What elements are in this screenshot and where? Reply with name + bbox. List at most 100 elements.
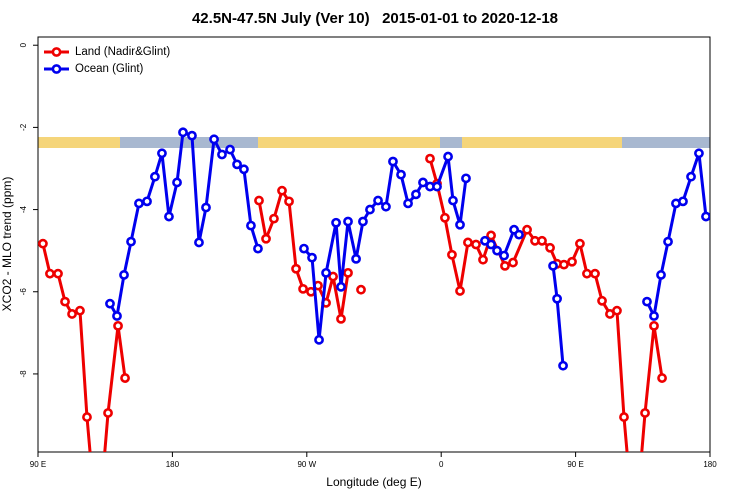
data-point — [537, 235, 547, 246]
legend-marker — [51, 64, 62, 74]
data-point — [253, 243, 263, 254]
data-point — [239, 164, 249, 175]
data-point — [284, 196, 294, 207]
data-point — [447, 249, 457, 260]
data-point — [612, 305, 622, 316]
data-point — [60, 296, 70, 307]
data-point — [403, 198, 413, 209]
data-point — [314, 334, 324, 345]
data-point — [443, 151, 453, 162]
data-point — [365, 204, 375, 215]
data-point — [448, 195, 458, 206]
data-point — [455, 219, 465, 230]
data-point — [172, 177, 182, 188]
data-point — [649, 311, 659, 321]
data-point — [328, 271, 338, 282]
data-point — [508, 257, 518, 268]
data-point — [336, 281, 346, 292]
data-point — [597, 295, 607, 306]
data-point — [686, 171, 696, 182]
data-point — [351, 253, 361, 264]
data-point — [277, 185, 287, 196]
data-point — [113, 320, 123, 331]
data-point — [126, 236, 136, 247]
data-point — [388, 156, 398, 167]
data-point — [486, 239, 496, 250]
data-point — [522, 224, 532, 235]
legend-label: Land (Nadir&Glint) — [75, 46, 170, 58]
data-point — [418, 177, 428, 188]
plot-area — [38, 127, 710, 500]
data-point — [461, 173, 471, 184]
data-point — [356, 284, 366, 295]
y-tick-label: 0 — [19, 42, 28, 47]
data-point — [634, 494, 641, 500]
data-point — [103, 408, 113, 418]
data-point — [381, 201, 391, 212]
data-point — [164, 211, 174, 222]
data-point — [157, 148, 167, 159]
x-tick-label: 90 E — [567, 460, 583, 469]
data-point — [90, 494, 97, 500]
data-point — [119, 270, 129, 280]
data-point — [396, 169, 406, 180]
data-point — [38, 238, 48, 249]
data-point — [559, 259, 569, 270]
data-point — [552, 293, 562, 304]
data-point — [575, 238, 585, 249]
series-line — [108, 130, 708, 366]
data-point — [663, 236, 673, 247]
data-point — [142, 196, 152, 207]
data-point — [53, 268, 63, 279]
data-point — [640, 408, 650, 418]
data-point — [336, 313, 346, 324]
x-tick-label: 90 E — [30, 460, 46, 469]
data-point — [486, 230, 496, 241]
data-point — [331, 217, 341, 228]
data-point — [657, 373, 667, 383]
data-point — [463, 237, 473, 248]
x-tick-label: 0 — [439, 460, 444, 469]
data-point — [217, 149, 227, 160]
data-point — [75, 305, 85, 316]
data-point — [649, 320, 659, 331]
data-point — [432, 181, 442, 192]
y-tick-label: -6 — [19, 288, 28, 296]
data-point — [619, 412, 629, 422]
land-strip — [258, 137, 440, 148]
data-point — [558, 360, 568, 371]
data-point — [455, 286, 465, 296]
data-point — [261, 233, 271, 244]
data-point — [209, 134, 219, 145]
y-tick-label: -2 — [19, 123, 28, 131]
y-axis-label: XCO2 - MLO trend (ppm) — [0, 177, 14, 312]
data-point — [343, 267, 353, 278]
data-point — [321, 267, 331, 278]
data-point — [194, 237, 204, 248]
data-point — [492, 245, 502, 256]
data-point — [178, 127, 188, 138]
data-point — [225, 144, 235, 155]
data-point — [582, 268, 592, 279]
data-point — [299, 243, 309, 254]
data-point — [120, 373, 130, 383]
x-tick-label: 180 — [166, 460, 180, 469]
data-point — [678, 196, 688, 207]
legend-label: Ocean (Glint) — [75, 63, 144, 75]
data-point — [343, 216, 353, 227]
data-point — [701, 211, 710, 222]
data-point — [298, 283, 308, 294]
plot-frame — [37, 36, 711, 453]
data-point — [373, 195, 383, 206]
data-point — [471, 239, 481, 250]
land-strip — [462, 137, 622, 148]
data-point — [514, 229, 524, 240]
data-point — [112, 311, 122, 321]
data-point — [307, 252, 317, 263]
legend-marker — [51, 47, 62, 57]
data-point — [187, 130, 197, 141]
data-point — [545, 242, 555, 253]
data-point — [694, 148, 704, 159]
data-point — [425, 153, 435, 164]
